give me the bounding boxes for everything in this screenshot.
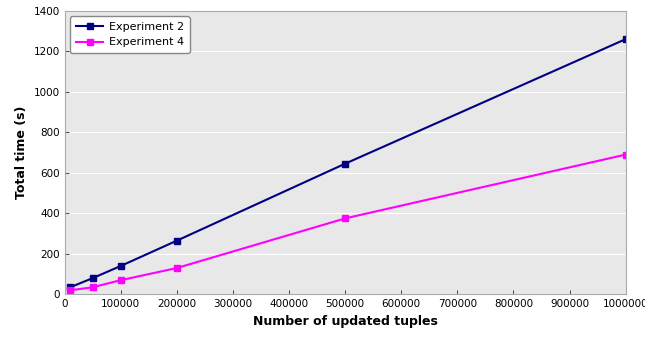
Experiment 4 — [341, 216, 349, 220]
Experiment 4 — [622, 153, 630, 157]
Experiment 4 — [117, 278, 124, 283]
Experiment 2 — [89, 276, 97, 280]
Experiment 2 — [341, 162, 349, 166]
Experiment 4 — [173, 266, 181, 270]
Line: Experiment 4: Experiment 4 — [67, 152, 628, 293]
Y-axis label: Total time (s): Total time (s) — [15, 106, 28, 199]
X-axis label: Number of updated tuples: Number of updated tuples — [253, 315, 437, 328]
Experiment 2 — [173, 238, 181, 243]
Experiment 4 — [89, 285, 97, 289]
Line: Experiment 2: Experiment 2 — [67, 36, 628, 290]
Experiment 2 — [622, 37, 630, 41]
Experiment 2 — [117, 264, 124, 268]
Experiment 4 — [66, 288, 74, 293]
Experiment 2 — [66, 285, 74, 289]
Legend: Experiment 2, Experiment 4: Experiment 2, Experiment 4 — [70, 16, 190, 53]
